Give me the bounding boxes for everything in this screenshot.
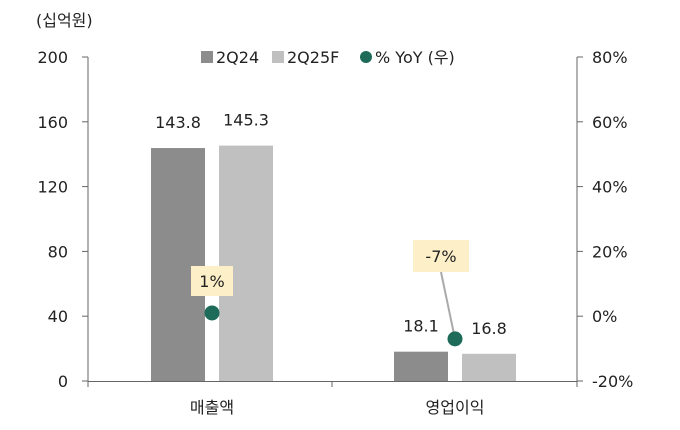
y-left-tick-label: 80 xyxy=(48,242,68,261)
y-left-tick-label: 160 xyxy=(37,113,68,132)
yoy-label-box xyxy=(413,240,469,272)
bar-value-label: 145.3 xyxy=(223,111,269,130)
bar-2q25f-op xyxy=(462,353,516,381)
legend-swatch xyxy=(201,51,213,63)
bar-value-label: 18.1 xyxy=(403,317,439,336)
bar-2q24-sales xyxy=(151,148,205,381)
annotation-leader-line xyxy=(440,271,456,340)
yoy-label: -7% xyxy=(425,247,456,266)
y-right-tick-label: 40% xyxy=(592,178,628,197)
y-right-tick-label: 80% xyxy=(592,48,628,67)
bar-value-label: 143.8 xyxy=(155,113,201,132)
y-left-tick-label: 0 xyxy=(58,372,68,391)
y-right-tick-label: 60% xyxy=(592,113,628,132)
category-label: 매출액 xyxy=(190,398,234,417)
y-right-tick-label: 20% xyxy=(592,242,628,261)
legend-label: 2Q25F xyxy=(287,48,339,67)
bar-value-label: 16.8 xyxy=(471,319,507,338)
yoy-label: 1% xyxy=(199,272,224,291)
y-left-tick-label: 200 xyxy=(37,48,68,67)
yoy-marker xyxy=(204,305,220,321)
yoy-label-box xyxy=(191,266,233,296)
y-left-tick-label: 120 xyxy=(37,178,68,197)
yoy-marker xyxy=(447,331,463,347)
y-right-ticks: -20% 0% 20% 40% 60% 80% xyxy=(577,48,633,391)
category-label: 영업이익 xyxy=(426,398,485,417)
bar-2q24-op xyxy=(394,351,448,381)
legend: 2Q24 2Q25F % YoY (우) xyxy=(201,48,455,67)
legend-label: 2Q24 xyxy=(216,48,259,67)
yoy-markers: 1% -7% xyxy=(191,240,469,347)
category-labels: 매출액 영업이익 xyxy=(87,381,578,417)
y-left-tick-label: 40 xyxy=(48,307,68,326)
legend-swatch xyxy=(360,51,372,63)
y-left-ticks: 0 40 80 120 160 200 xyxy=(37,48,88,391)
bar-2q25f-sales xyxy=(219,145,273,381)
y-right-tick-label: 0% xyxy=(592,307,617,326)
legend-label: % YoY (우) xyxy=(375,48,455,67)
legend-swatch xyxy=(272,51,284,63)
y-left-unit-label: (십억원) xyxy=(36,11,93,30)
bars: 143.8 145.3 18.1 16.8 xyxy=(151,111,516,381)
y-right-tick-label: -20% xyxy=(592,372,633,391)
